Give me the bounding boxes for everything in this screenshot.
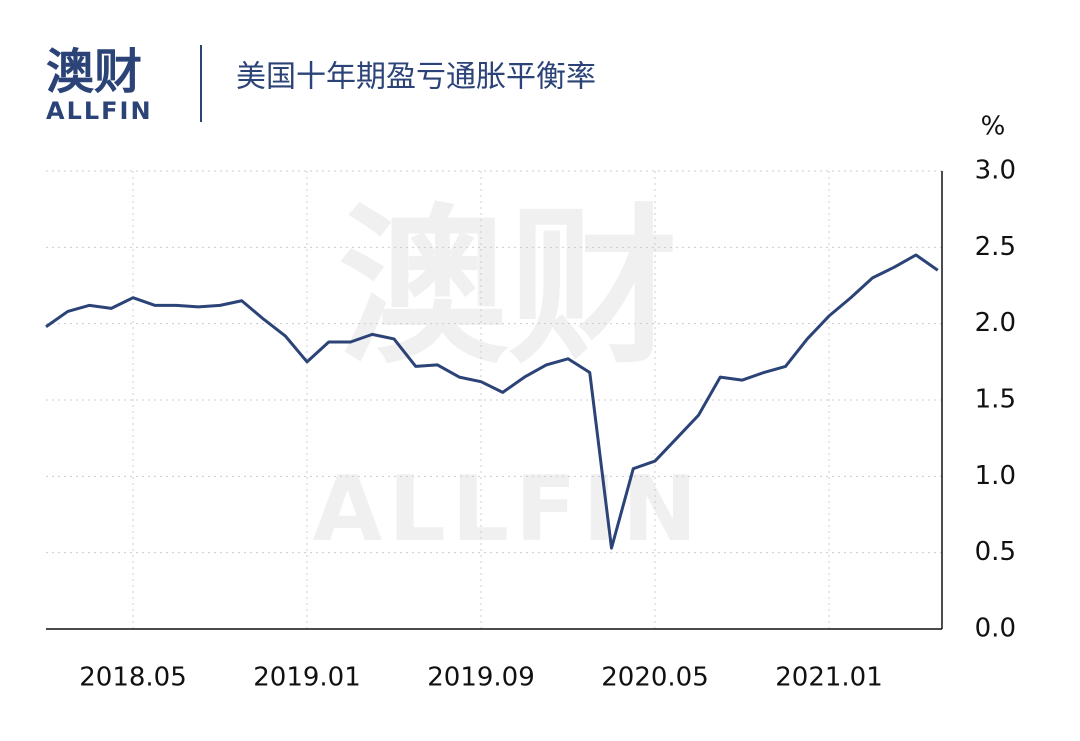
x-tick-label: 2019.09	[427, 663, 535, 693]
logo-cn: 澳财	[46, 44, 142, 100]
y-tick-label: 2.0	[975, 308, 1016, 338]
y-tick-label: 0.5	[975, 537, 1016, 567]
y-axis-label: %	[981, 112, 1006, 142]
y-tick-label: 3.0	[975, 156, 1016, 186]
y-tick-label: 1.0	[975, 461, 1016, 491]
data-line	[45, 253, 939, 550]
x-tick-label: 2021.01	[775, 663, 883, 693]
logo-en: ALLFIN	[46, 97, 153, 125]
watermark-cn: 澳财	[338, 189, 678, 387]
y-tick-label: 2.5	[975, 232, 1016, 262]
x-tick-label: 2020.05	[601, 663, 709, 693]
x-tick-label: 2019.01	[253, 663, 361, 693]
watermark-en: ALLFIN	[313, 457, 704, 562]
y-tick-label: 1.5	[975, 385, 1016, 415]
x-tick-label: 2018.05	[79, 663, 187, 693]
chart-title: 美国十年期盈亏通胀平衡率	[236, 60, 596, 95]
y-tick-label: 0.0	[975, 614, 1016, 644]
